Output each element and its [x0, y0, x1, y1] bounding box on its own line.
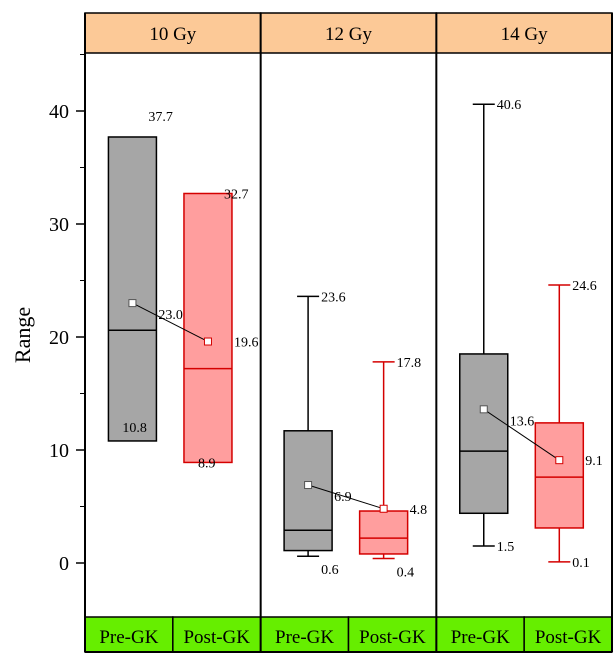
mean-marker: [128, 299, 137, 308]
panel-label: 10 Gy: [149, 24, 196, 45]
label-max: 37.7: [148, 110, 173, 125]
y-tick-label: 0: [59, 553, 69, 575]
label-min: 10.8: [122, 421, 146, 436]
box-pre-gk: [459, 353, 509, 515]
panel-label: 12 Gy: [325, 24, 372, 45]
label-min: 0.6: [321, 563, 339, 578]
mean-marker: [304, 481, 313, 490]
y-tick-label: 30: [49, 214, 69, 236]
mean-marker: [555, 456, 564, 465]
group-label: Pre-GK: [99, 627, 158, 648]
label-max: 24.6: [572, 279, 597, 294]
group-cell: [435, 616, 525, 653]
panel-label: 14 Gy: [501, 24, 548, 45]
mean-connector: [483, 408, 560, 461]
label-min: 1.5: [497, 540, 514, 555]
label-max: 17.8: [397, 356, 422, 371]
box-post-gk: [358, 510, 409, 555]
box-post-gk: [183, 192, 233, 464]
group-label: Post-GK: [183, 627, 250, 648]
group-cell: [172, 616, 262, 653]
group-cell: [523, 616, 613, 653]
y-tick-label: 10: [49, 440, 69, 462]
label-mean: 9.1: [585, 454, 603, 469]
mean-marker: [479, 405, 488, 414]
label-max: 32.7: [224, 187, 249, 202]
mean-connector: [307, 484, 384, 510]
box-pre-gk: [107, 136, 158, 442]
mean-connector: [132, 302, 209, 342]
y-tick-label: 20: [49, 327, 69, 349]
label-mean: 13.6: [510, 414, 534, 429]
label-min: 0.4: [397, 565, 415, 580]
label-max: 40.6: [497, 98, 521, 113]
mean-marker: [203, 337, 212, 346]
label-min: 0.1: [572, 556, 590, 571]
group-label: Pre-GK: [451, 627, 510, 648]
label-mean: 19.6: [234, 336, 259, 351]
box-post-gk: [534, 422, 585, 529]
group-cell: [347, 616, 438, 653]
y-axis-label: Range: [10, 307, 35, 363]
panel-header: [259, 12, 438, 54]
label-max: 23.6: [321, 290, 346, 305]
mean-marker: [379, 504, 388, 513]
group-label: Post-GK: [535, 627, 602, 648]
label-mean: 23.0: [158, 308, 183, 323]
y-tick-label: 40: [49, 101, 69, 123]
label-mean: 6.9: [334, 490, 352, 505]
group-label: Post-GK: [359, 627, 426, 648]
label-mean: 4.8: [410, 503, 428, 518]
group-label: Pre-GK: [275, 627, 334, 648]
label-min: 8.9: [198, 456, 216, 471]
